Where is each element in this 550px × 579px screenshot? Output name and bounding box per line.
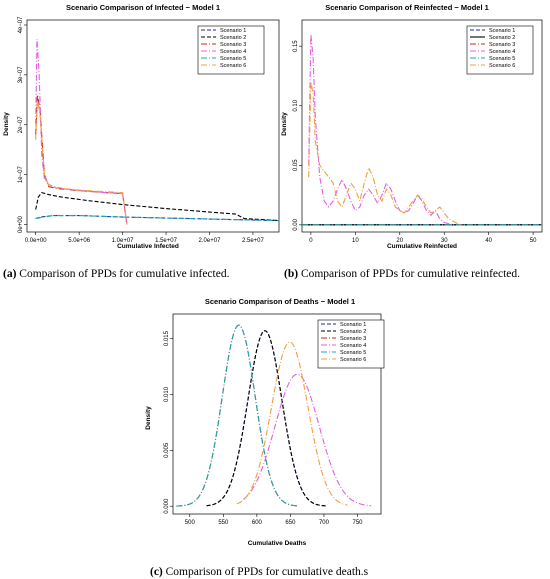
x-tick-label: 2.0e+07 [199,238,222,244]
chart-title: Scenario Comparison of Reinfected − Mode… [325,3,489,12]
y-axis-label: Density [281,112,288,136]
x-axis-label: Cumulative Deaths [248,540,307,547]
legend-label: Scenario 5 [220,56,246,62]
series-line-scenario-5 [176,324,298,507]
chart-title: Scenario Comparison of Deaths − Model 1 [205,297,355,306]
y-axis-label: Density [145,406,152,430]
legend-label: Scenario 4 [220,49,246,55]
x-tick-label: 2.5e+07 [242,238,265,244]
y-tick-label: 1e−07 [18,166,24,184]
plot-frame [26,19,280,233]
y-tick-label: 0.010 [164,386,170,402]
series-line-scenario-2 [35,191,279,222]
caption-text: Comparison of PPDs for cumulative death.… [166,566,369,578]
x-tick-label: 600 [252,520,263,526]
x-tick-label: 750 [353,520,364,526]
legend-label: Scenario 2 [340,329,366,335]
series-line-scenario-1 [206,330,328,507]
legend-label: Scenario 5 [489,56,515,62]
series-line-scenario-6 [35,99,128,225]
x-tick-label: 30 [441,238,448,244]
legend-label: Scenario 3 [340,336,366,342]
caption-text: Comparison of PPDs for cumulative infect… [19,268,229,280]
series-line-scenario-5 [35,214,279,222]
y-tick-label: 0.05 [293,159,299,171]
legend-label: Scenario 2 [489,35,515,41]
legend-label: Scenario 6 [340,357,366,363]
x-tick-label: 20 [396,238,403,244]
caption-c: (c) Comparison of PPDs for cumulative de… [150,566,369,578]
y-tick-label: 2e−07 [18,116,24,134]
legend-label: Scenario 2 [220,35,246,41]
y-tick-label: 0.15 [293,40,299,52]
legend-label: Scenario 1 [489,28,515,34]
plot-area [176,324,371,507]
y-tick-label: 3e−07 [18,66,24,84]
caption-a: (a) Comparison of PPDs for cumulative in… [3,268,230,280]
legend-label: Scenario 3 [220,42,246,48]
y-tick-label: 0.000 [164,498,170,514]
x-tick-label: 1.5e+07 [155,238,178,244]
y-tick-label: 0.015 [164,330,170,346]
chart-title: Scenario Comparison of Infected − Model … [66,3,220,12]
y-tick-label: 0e+00 [18,215,24,233]
y-axis-label: Density [3,112,10,136]
legend-label: Scenario 1 [340,322,366,328]
y-tick-label: 4e−07 [18,16,24,34]
legend-label: Scenario 6 [489,63,515,69]
series-line-scenario-4 [35,38,128,225]
legend-label: Scenario 4 [489,49,515,55]
series-line-scenario-2 [206,330,328,507]
x-tick-label: 650 [285,520,296,526]
caption-tag: (b) [284,268,298,280]
series-line-scenario-3 [176,324,298,507]
caption-tag: (a) [3,268,17,280]
series-line-scenario-6 [236,341,348,506]
y-tick-label: 0.005 [164,442,170,458]
caption-b: (b) Comparison of PPDs for cumulative re… [284,268,520,280]
legend-label: Scenario 4 [340,343,366,349]
legend-label: Scenario 6 [220,63,246,69]
x-tick-label: 0.0e+00 [25,238,48,244]
series-line-scenario-4 [308,34,454,226]
caption-tag: (c) [150,566,163,578]
legend-label: Scenario 3 [489,42,515,48]
x-tick-label: 10 [352,238,359,244]
chart-deaths: Scenario Comparison of Deaths − Model 1 … [145,297,385,547]
plot-frame [301,19,543,233]
x-tick-label: 0 [309,238,313,244]
chart-infected: Scenario Comparison of Infected − Model … [3,3,280,250]
x-axis-label: Cumulative Infected [117,243,179,250]
chart-reinfected: Scenario Comparison of Reinfected − Mode… [281,3,543,250]
legend-box [317,319,385,369]
legend-box [197,25,265,75]
plot-area [302,34,542,226]
series-line-scenario-6 [308,81,463,226]
y-tick-label: 0.00 [293,218,299,230]
legend-label: Scenario 1 [220,28,246,34]
x-tick-label: 550 [218,520,229,526]
y-tick-label: 0.10 [293,99,299,111]
x-tick-label: 500 [185,520,196,526]
legend-box [466,25,534,75]
x-tick-label: 5.0e+06 [68,238,91,244]
x-tick-label: 1.0e+07 [112,238,135,244]
series-line-scenario-3 [35,94,128,225]
x-axis-label: Cumulative Reinfected [387,243,457,250]
x-tick-label: 700 [319,520,330,526]
series-line-scenario-4 [243,373,371,507]
plot-frame [172,313,382,515]
plot-area [35,38,279,225]
legend-label: Scenario 5 [340,350,366,356]
x-tick-label: 40 [485,238,492,244]
x-tick-label: 50 [530,238,537,244]
caption-text: Comparison of PPDs for cumulative reinfe… [301,268,520,280]
